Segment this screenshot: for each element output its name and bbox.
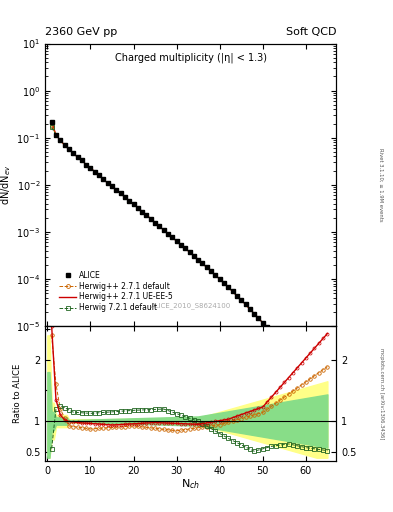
Text: Charged multiplicity (|η| < 1.3): Charged multiplicity (|η| < 1.3) (115, 52, 266, 62)
ALICE (92, 168, 97, 175)
Text: mcplots.cern.ch [arXiv:1306.3436]: mcplots.cern.ch [arXiv:1306.3436] (379, 348, 384, 439)
Line: ALICE: ALICE (49, 119, 308, 383)
ALICE (303, 378, 308, 385)
Herwig++ 2.7.1 UE-EE-5 (114, 186, 119, 193)
Text: Rivet 3.1.10; ≥ 1.9M events: Rivet 3.1.10; ≥ 1.9M events (379, 148, 384, 222)
Line: Herwig 7.2.1 default: Herwig 7.2.1 default (50, 125, 329, 512)
Herwig++ 2.7.1 UE-EE-5 (49, 119, 54, 125)
Text: ALICE_2010_S8624100: ALICE_2010_S8624100 (151, 303, 231, 309)
Herwig++ 2.7.1 default (286, 351, 291, 357)
Herwig 7.2.1 default (165, 230, 170, 237)
Herwig 7.2.1 default (49, 124, 54, 131)
Legend: ALICE, Herwig++ 2.7.1 default, Herwig++ 2.7.1 UE-EE-5, Herwig 7.2.1 default: ALICE, Herwig++ 2.7.1 default, Herwig++ … (58, 269, 174, 314)
X-axis label: N$_{ch}$: N$_{ch}$ (181, 477, 200, 491)
Herwig++ 2.7.1 default (49, 123, 54, 129)
Line: Herwig++ 2.7.1 default: Herwig++ 2.7.1 default (50, 124, 329, 512)
Herwig++ 2.7.1 default (165, 230, 170, 237)
Herwig++ 2.7.1 UE-EE-5 (286, 351, 291, 357)
ALICE (136, 204, 140, 210)
Herwig 7.2.1 default (191, 253, 196, 259)
Herwig 7.2.1 default (286, 351, 291, 357)
ALICE (114, 186, 119, 193)
Y-axis label: Ratio to ALICE: Ratio to ALICE (13, 364, 22, 423)
ALICE (49, 119, 54, 125)
ALICE (123, 194, 127, 200)
Herwig 7.2.1 default (114, 186, 119, 193)
Herwig++ 2.7.1 UE-EE-5 (131, 201, 136, 207)
Y-axis label: dN/dN$_{ev}$: dN/dN$_{ev}$ (0, 164, 13, 205)
ALICE (209, 268, 213, 274)
Herwig++ 2.7.1 default (114, 186, 119, 193)
Herwig++ 2.7.1 default (131, 201, 136, 207)
Herwig++ 2.7.1 UE-EE-5 (165, 230, 170, 237)
Herwig++ 2.7.1 default (191, 253, 196, 259)
Herwig++ 2.7.1 UE-EE-5 (191, 253, 196, 259)
Herwig 7.2.1 default (131, 201, 136, 207)
ALICE (131, 201, 136, 207)
Text: 2360 GeV pp: 2360 GeV pp (45, 27, 118, 37)
Line: Herwig++ 2.7.1 UE-EE-5: Herwig++ 2.7.1 UE-EE-5 (51, 122, 327, 512)
Text: Soft QCD: Soft QCD (286, 27, 336, 37)
